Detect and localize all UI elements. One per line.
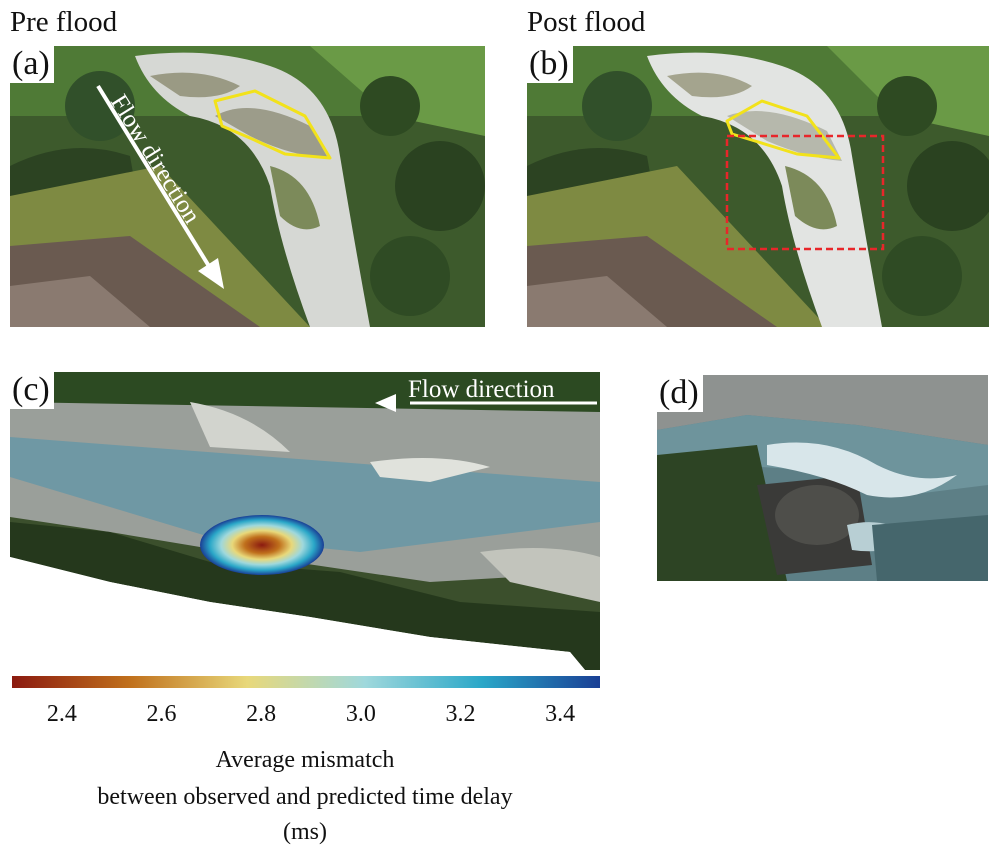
orthomosaic-river-map: Flow direction (10, 372, 600, 670)
photo-panel-d: (d) (657, 375, 988, 581)
colorbar-unit: (ms) (283, 819, 327, 845)
colorbar-tick: 2.8 (246, 701, 277, 727)
colorbar-title-line1: Average mismatch (215, 747, 395, 773)
colorbar-tick: 2.4 (46, 701, 77, 727)
panel-label-c: (c) (10, 372, 54, 409)
colorbar-tick: 3.2 (445, 701, 476, 727)
pre-flood-river-photo: Flow direction (10, 46, 485, 327)
colorbar-tick: 2.6 (146, 701, 177, 727)
flow-direction-label-c: Flow direction (408, 376, 555, 403)
mismatch-heat-blob (200, 515, 324, 575)
post-flood-river-photo (527, 46, 989, 327)
colorbar-tick: 3.0 (345, 701, 376, 727)
colorbar-title-line2: between observed and predicted time dela… (97, 784, 513, 810)
post-flood-heading: Post flood (527, 6, 646, 38)
photo-panel-b: (b) (527, 46, 989, 327)
panel-label-b: (b) (527, 46, 573, 83)
panel-label-d: (d) (657, 375, 703, 412)
photo-panel-a: Flow direction (a) (10, 46, 485, 327)
riverbed-closeup-photo (657, 375, 988, 581)
colorbar-tick: 3.4 (545, 701, 576, 727)
panel-label-a: (a) (10, 46, 54, 83)
pre-flood-heading: Pre flood (10, 6, 118, 38)
colorbar (12, 676, 600, 688)
colorbar-gradient (12, 676, 600, 688)
photo-panel-c: Flow direction (c) (10, 372, 600, 670)
